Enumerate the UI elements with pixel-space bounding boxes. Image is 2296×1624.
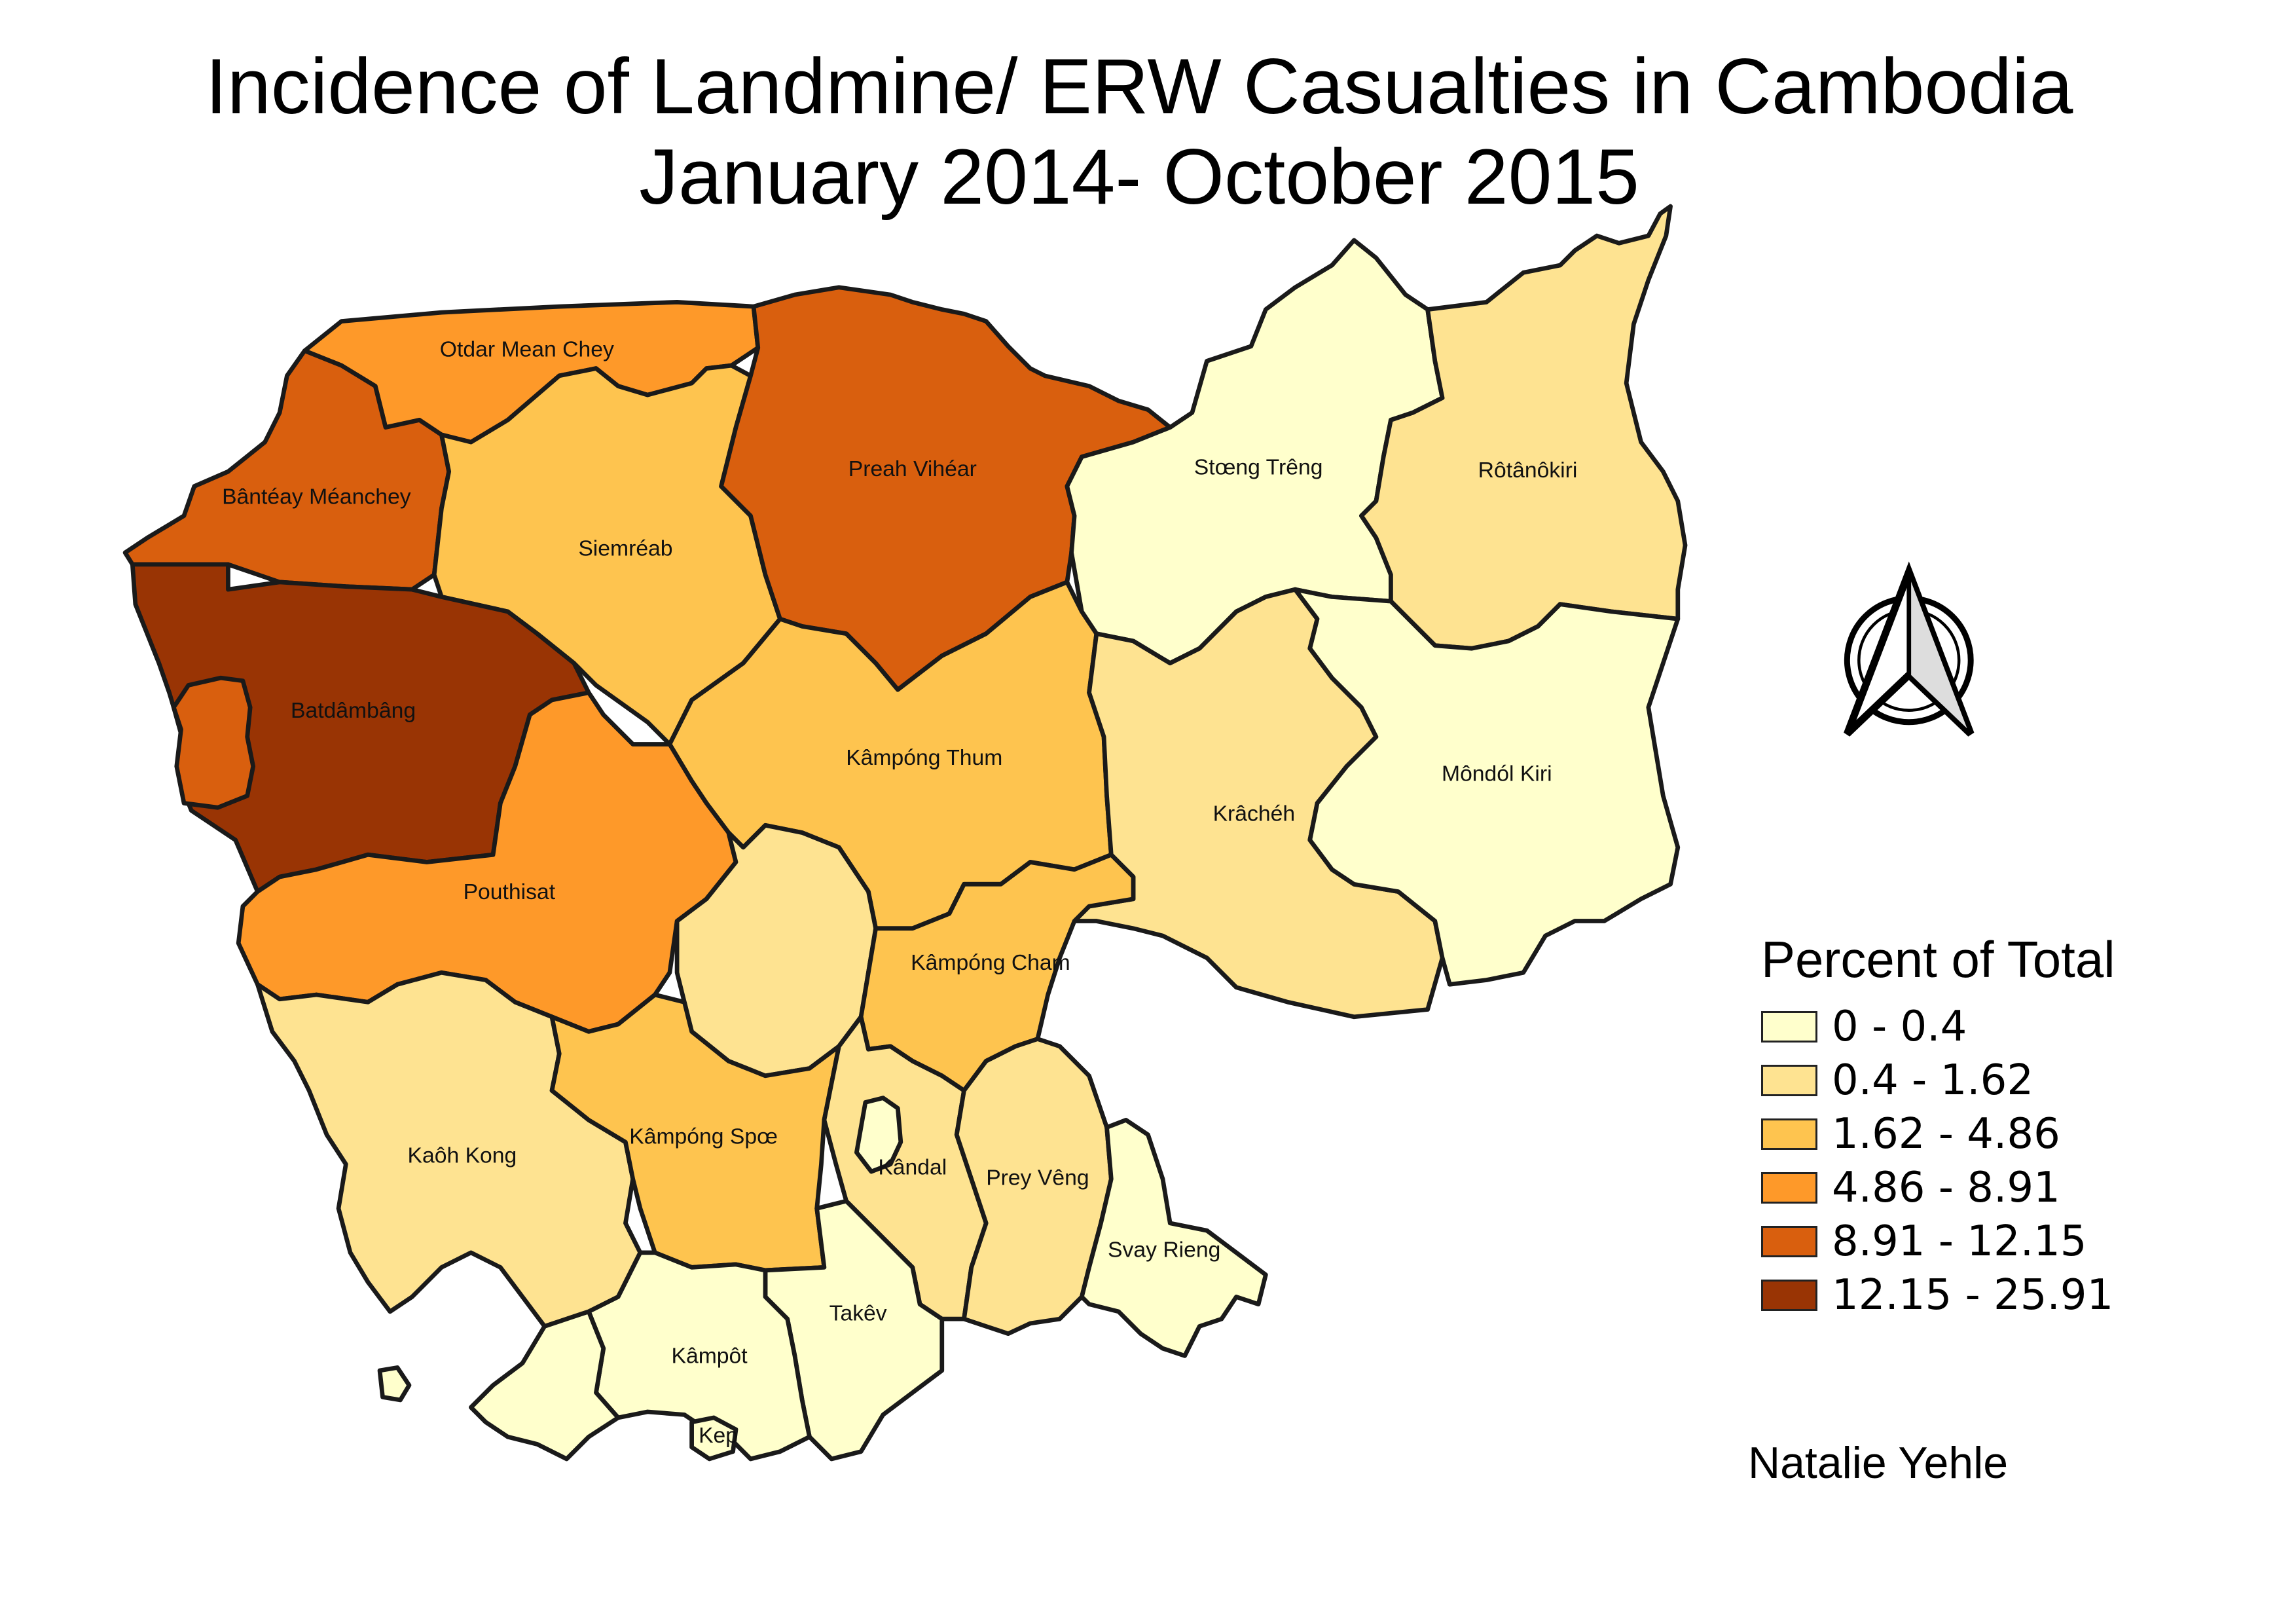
- legend-label: 0.4 - 1.62: [1832, 1056, 2034, 1105]
- map-title-line-1: Incidence of Landmine/ ERW Casualties in…: [205, 43, 2073, 130]
- legend-item: 12.15 - 25.91: [1761, 1268, 2115, 1322]
- province-pailin: [171, 675, 256, 810]
- legend-label: 0 - 0.4: [1832, 1003, 1967, 1051]
- province-label: Môndól Kiri: [1442, 762, 1552, 786]
- legend-swatch: [1761, 1065, 1817, 1096]
- province-kampot: [586, 1250, 812, 1462]
- province-label: Svay Rieng: [1108, 1238, 1220, 1263]
- province-label: Kâmpôt: [671, 1344, 748, 1369]
- legend-label: 4.86 - 8.91: [1832, 1164, 2060, 1212]
- province-svay-rieng: [1079, 1117, 1268, 1358]
- legend-label: 12.15 - 25.91: [1832, 1271, 2114, 1320]
- legend-item: 1.62 - 4.86: [1761, 1107, 2115, 1161]
- province-label: Preah Vihéar: [848, 456, 977, 481]
- island-koh-rong: [377, 1365, 412, 1403]
- legend: Percent of Total 0 - 0.4 0.4 - 1.62 1.62 -…: [1761, 930, 2115, 1322]
- province-label: Siemréab: [578, 536, 672, 561]
- map-title-line-2: January 2014- October 2015: [639, 133, 1639, 221]
- province-label: Kâmpóng Thum: [846, 745, 1002, 770]
- legend-swatch: [1761, 1172, 1817, 1204]
- province-label: Stœng Trêng: [1194, 455, 1323, 480]
- province-label: Kândal: [878, 1155, 947, 1180]
- legend-title: Percent of Total: [1761, 931, 2115, 988]
- north-arrow-icon: [1844, 561, 1975, 737]
- legend-item: 8.91 - 12.15: [1761, 1215, 2115, 1268]
- legend-swatch: [1761, 1118, 1817, 1150]
- legend-item: 4.86 - 8.91: [1761, 1161, 2115, 1215]
- province-label: Takêv: [829, 1301, 887, 1325]
- province-preah-sihanouk: [469, 1309, 621, 1462]
- province-label: Kâmpóng Cham: [911, 950, 1070, 975]
- province-label: Batdâmbâng: [291, 698, 416, 723]
- legend-item: 0 - 0.4: [1761, 1000, 2115, 1054]
- province-kampong-speu: [549, 992, 841, 1273]
- legend-item: 0.4 - 1.62: [1761, 1054, 2115, 1107]
- province-kep: [689, 1415, 738, 1462]
- author-credit: Natalie Yehle: [1748, 1438, 2009, 1488]
- province-label: Rôtânôkiri: [1478, 458, 1578, 483]
- legend-swatch: [1761, 1226, 1817, 1257]
- legend-swatch: [1761, 1280, 1817, 1311]
- legend-items: 0 - 0.4 0.4 - 1.62 1.62 - 4.86 4.86 - 8.91 8…: [1761, 1000, 2115, 1322]
- province-label: Krâchéh: [1213, 801, 1296, 826]
- province-label: Kaôh Kong: [408, 1143, 517, 1168]
- province-label: Kep: [699, 1423, 738, 1448]
- province-ratanakiri: [1359, 204, 1688, 651]
- province-mondulkiri: [1292, 587, 1681, 987]
- legend-swatch: [1761, 1011, 1817, 1043]
- legend-label: 8.91 - 12.15: [1832, 1217, 2087, 1266]
- province-phnom-penh: [854, 1096, 903, 1174]
- province-label: Kâmpóng Spœ: [629, 1124, 778, 1149]
- province-label: Prey Vêng: [986, 1165, 1089, 1190]
- province-label: Otdar Mean Chey: [440, 337, 614, 362]
- province-label: Pouthisat: [464, 879, 556, 904]
- province-label: Bântéay Méanchey: [222, 485, 411, 509]
- legend-label: 1.62 - 4.86: [1832, 1110, 2060, 1158]
